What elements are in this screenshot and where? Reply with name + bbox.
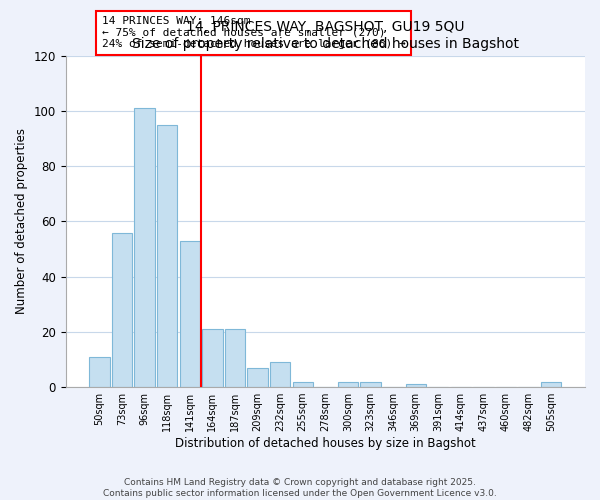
Title: 14, PRINCES WAY, BAGSHOT, GU19 5QU
Size of property relative to detached houses : 14, PRINCES WAY, BAGSHOT, GU19 5QU Size …	[132, 20, 519, 50]
Bar	[134, 108, 155, 387]
Bar	[541, 382, 562, 387]
Text: Contains HM Land Registry data © Crown copyright and database right 2025.
Contai: Contains HM Land Registry data © Crown c…	[103, 478, 497, 498]
Bar	[247, 368, 268, 387]
Bar	[270, 362, 290, 387]
Bar	[179, 241, 200, 387]
Bar	[225, 329, 245, 387]
Bar	[406, 384, 426, 387]
Y-axis label: Number of detached properties: Number of detached properties	[15, 128, 28, 314]
Bar	[157, 125, 178, 387]
Bar	[112, 232, 132, 387]
X-axis label: Distribution of detached houses by size in Bagshot: Distribution of detached houses by size …	[175, 437, 476, 450]
Bar	[361, 382, 380, 387]
Text: 14 PRINCES WAY: 146sqm
← 75% of detached houses are smaller (270)
24% of semi-de: 14 PRINCES WAY: 146sqm ← 75% of detached…	[102, 16, 406, 50]
Bar	[293, 382, 313, 387]
Bar	[338, 382, 358, 387]
Bar	[89, 356, 110, 387]
Bar	[202, 329, 223, 387]
